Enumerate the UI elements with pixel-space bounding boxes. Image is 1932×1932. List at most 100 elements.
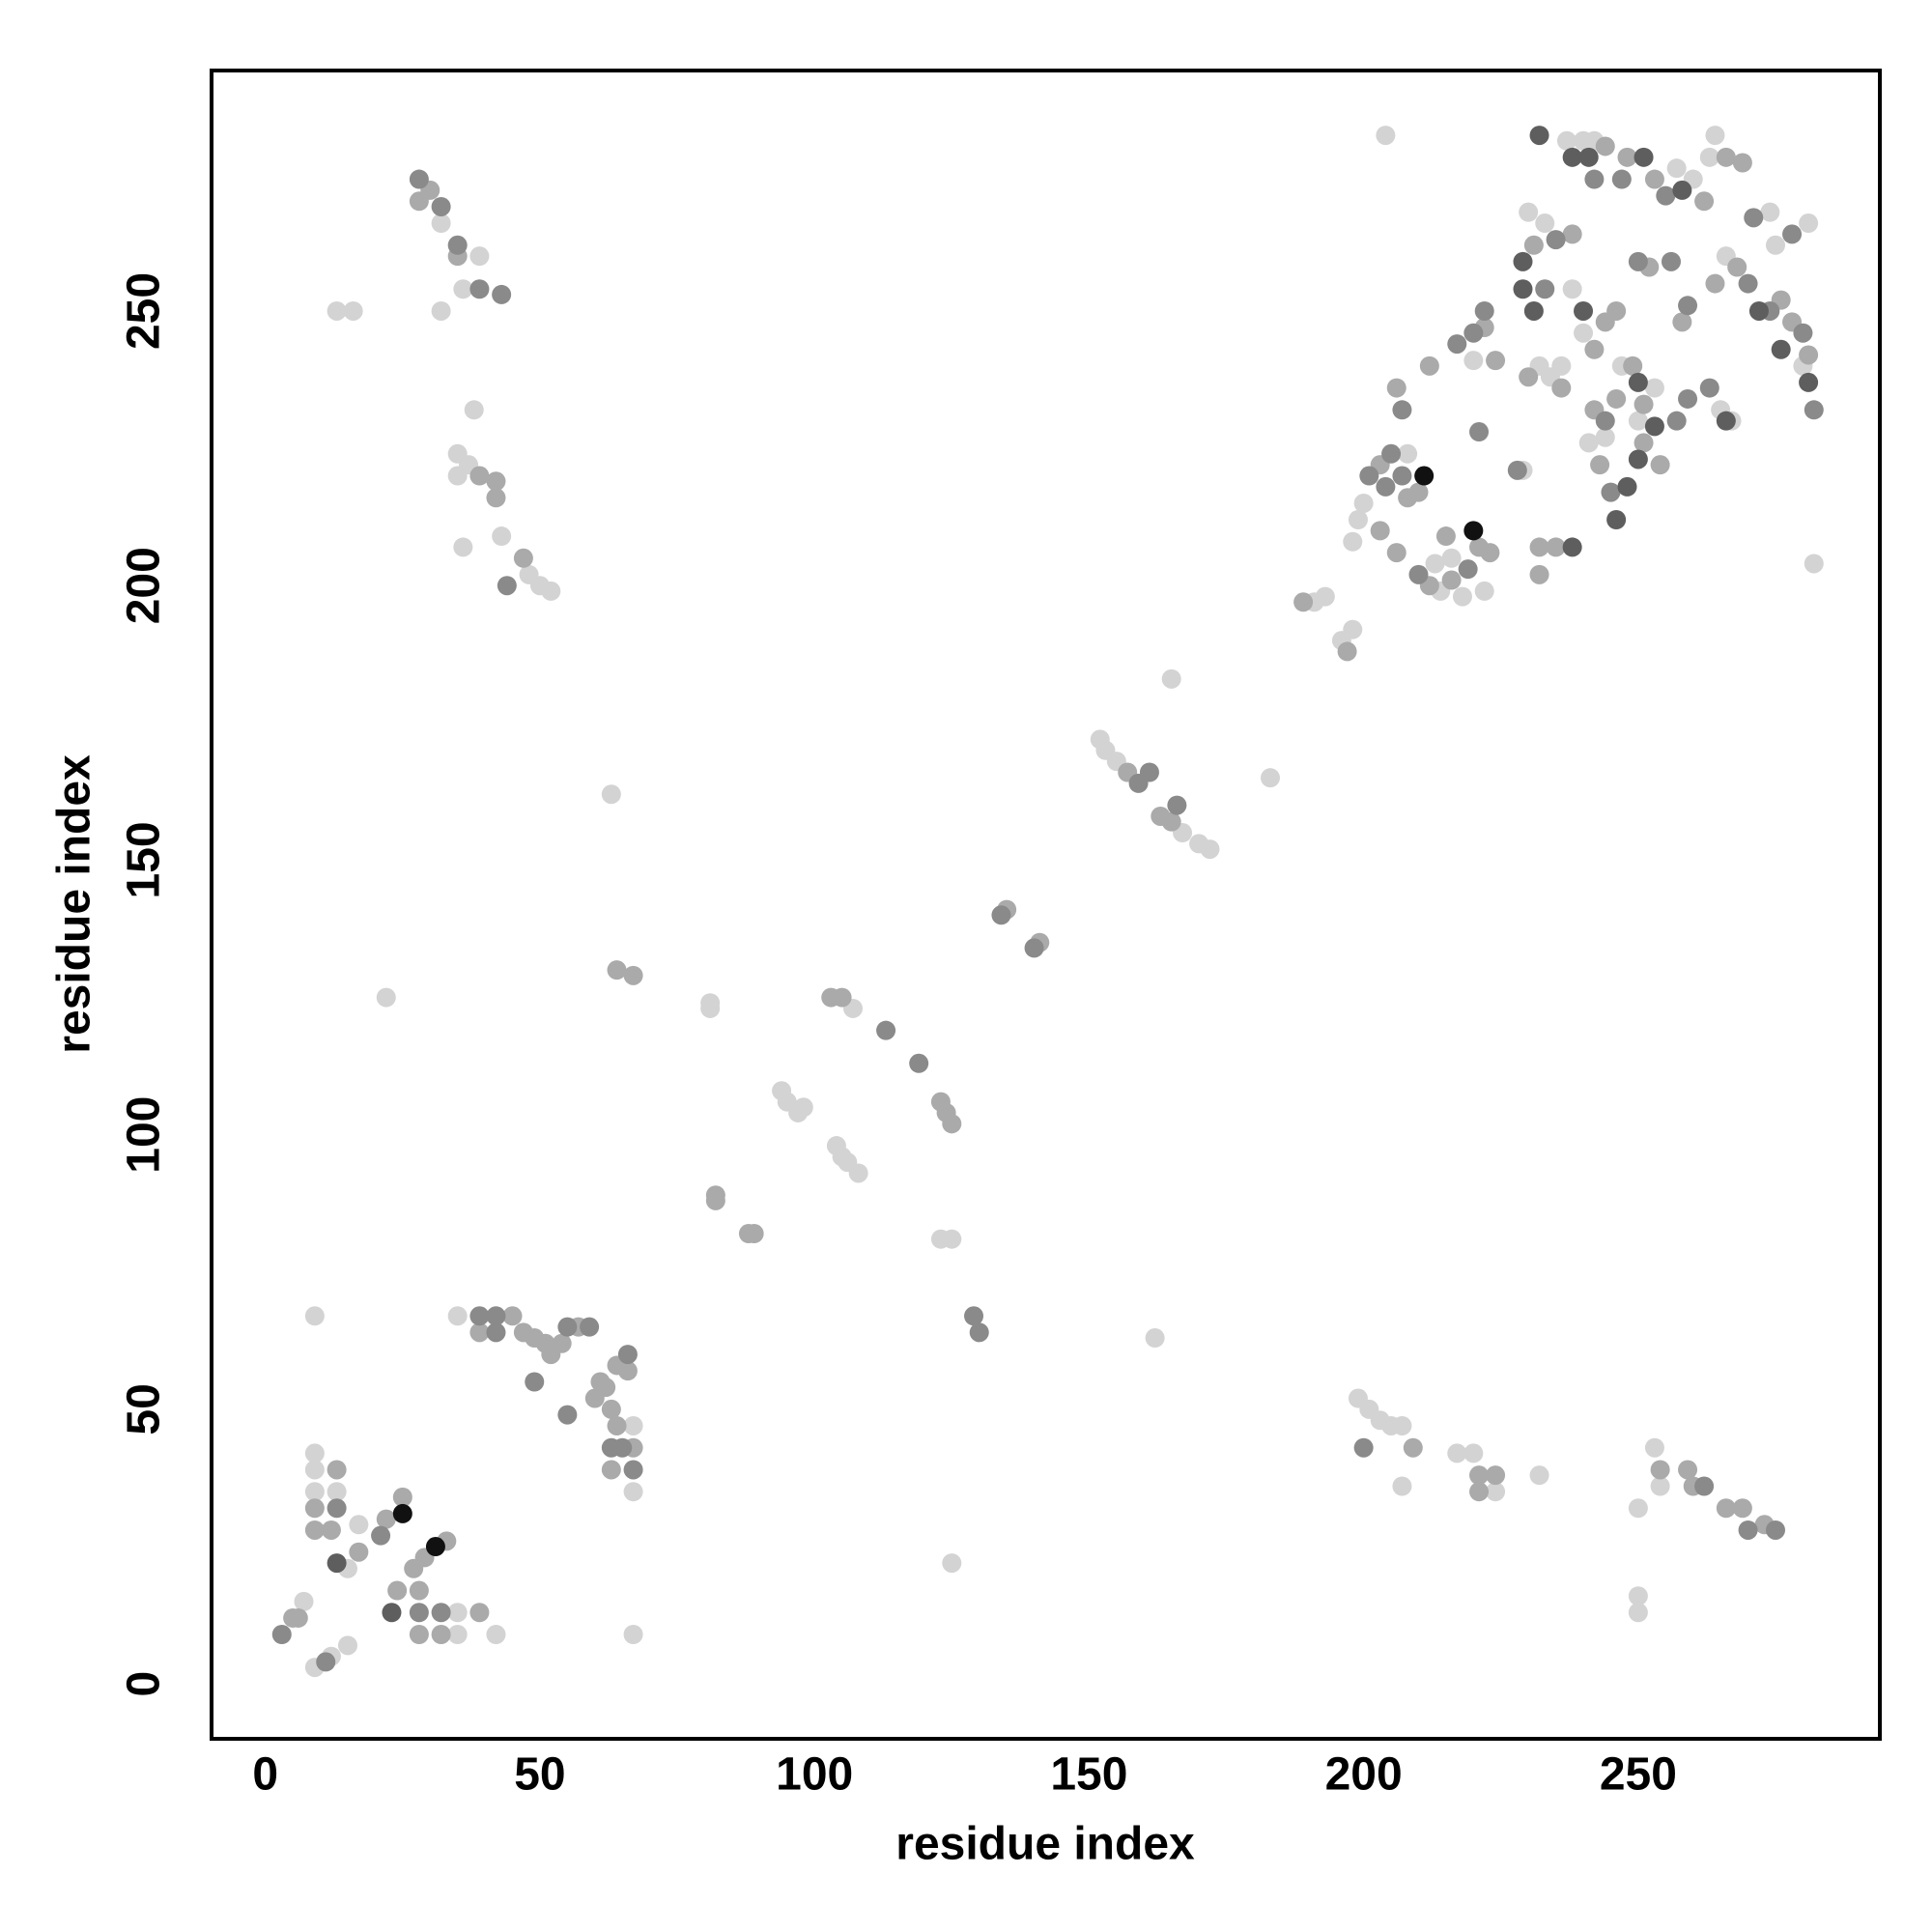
- point: [1463, 1443, 1484, 1463]
- point: [447, 1624, 468, 1644]
- point: [1578, 433, 1599, 453]
- point: [580, 1317, 600, 1337]
- point: [557, 1405, 578, 1425]
- point: [371, 1525, 391, 1546]
- point: [376, 1509, 396, 1529]
- point: [1716, 411, 1736, 431]
- point: [1644, 1437, 1664, 1458]
- point: [1732, 1498, 1752, 1519]
- point: [1261, 768, 1281, 788]
- point: [1606, 388, 1627, 409]
- point: [1386, 378, 1406, 398]
- y-tick-label: 50: [119, 1383, 170, 1435]
- point: [409, 1624, 429, 1644]
- point: [469, 1322, 490, 1343]
- point: [486, 1322, 506, 1343]
- point: [1414, 466, 1435, 486]
- point: [1403, 1437, 1423, 1458]
- point: [1628, 251, 1648, 271]
- point: [409, 1580, 429, 1601]
- point: [1694, 1476, 1715, 1496]
- point: [991, 905, 1011, 925]
- point: [304, 1498, 325, 1519]
- point: [304, 1443, 325, 1463]
- point: [1782, 224, 1803, 244]
- point: [1419, 355, 1439, 376]
- point: [942, 1114, 962, 1134]
- point: [525, 1372, 545, 1392]
- point: [492, 284, 512, 304]
- x-axis-title: residue index: [895, 1819, 1195, 1870]
- point: [453, 279, 473, 299]
- point: [1337, 641, 1357, 662]
- point: [1507, 460, 1527, 480]
- point: [327, 300, 347, 321]
- point: [1551, 355, 1572, 376]
- point: [1519, 367, 1539, 387]
- point: [469, 279, 490, 299]
- point: [1200, 839, 1220, 860]
- point: [486, 488, 506, 508]
- point: [744, 1224, 764, 1244]
- point: [447, 1603, 468, 1623]
- point: [1523, 235, 1544, 255]
- point: [321, 1520, 341, 1540]
- point: [1139, 762, 1159, 782]
- point: [1562, 537, 1582, 557]
- point: [557, 1317, 578, 1337]
- point: [1513, 251, 1533, 271]
- y-tick-label: 200: [119, 547, 170, 624]
- point: [1425, 554, 1445, 574]
- point: [349, 1542, 369, 1562]
- point: [623, 1482, 643, 1502]
- point: [1606, 300, 1627, 321]
- point: [1546, 230, 1566, 250]
- point: [1716, 1498, 1736, 1519]
- point: [1386, 543, 1406, 563]
- point: [1634, 394, 1654, 414]
- point: [1771, 339, 1791, 359]
- point: [1611, 169, 1632, 189]
- y-tick-label: 150: [119, 821, 170, 898]
- point: [1666, 158, 1687, 179]
- point: [1628, 1498, 1648, 1519]
- point: [1590, 455, 1610, 475]
- point: [1474, 581, 1494, 601]
- point: [1748, 300, 1769, 321]
- point: [1353, 493, 1374, 513]
- point: [848, 1163, 868, 1183]
- point: [909, 1053, 929, 1073]
- point: [1556, 130, 1577, 151]
- x-tick-label: 50: [514, 1749, 565, 1801]
- point: [1738, 273, 1758, 294]
- x-tick-label: 100: [776, 1749, 853, 1801]
- point: [1523, 300, 1544, 321]
- point: [623, 965, 643, 985]
- y-tick-label: 100: [119, 1096, 170, 1174]
- point: [327, 1482, 347, 1502]
- point: [1617, 147, 1637, 167]
- point: [1705, 126, 1725, 146]
- point: [1574, 323, 1594, 343]
- point: [601, 784, 621, 805]
- point: [1370, 521, 1390, 541]
- point: [1353, 1437, 1374, 1458]
- point: [1628, 1586, 1648, 1606]
- point: [469, 1306, 490, 1326]
- point: [304, 1482, 325, 1502]
- point: [425, 1537, 445, 1557]
- point: [1486, 1465, 1506, 1486]
- point: [623, 1415, 643, 1435]
- point: [1804, 554, 1824, 574]
- point: [1716, 147, 1736, 167]
- point: [1486, 1482, 1506, 1502]
- point: [392, 1487, 412, 1507]
- point: [1381, 443, 1402, 464]
- y-tick-label: 0: [119, 1671, 170, 1697]
- point: [1678, 1460, 1698, 1480]
- point: [1529, 126, 1549, 146]
- point: [1376, 126, 1396, 146]
- point: [1650, 1460, 1670, 1480]
- point: [832, 987, 852, 1008]
